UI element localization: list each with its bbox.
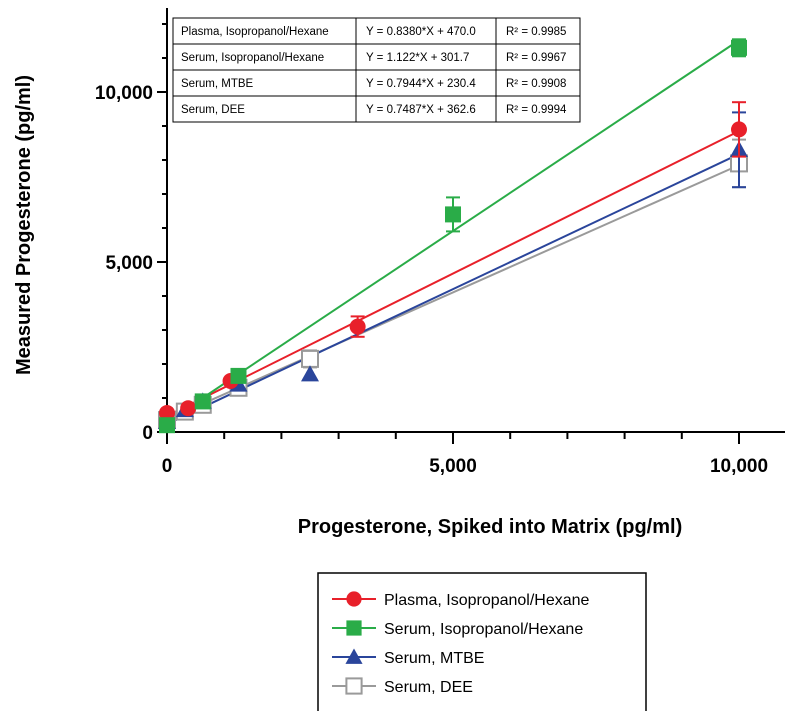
legend-frame bbox=[317, 572, 647, 711]
data-point-0-1 bbox=[180, 400, 197, 417]
equation-table-equation: Y = 1.122*X + 301.7 bbox=[366, 52, 469, 64]
y-tick-label: 10,000 bbox=[95, 83, 153, 104]
legend-marker-1 bbox=[346, 620, 362, 636]
y-tick-label: 0 bbox=[142, 423, 153, 444]
data-point-0-4 bbox=[731, 121, 747, 138]
equation-table-series-name: Plasma, Isopropanol/Hexane bbox=[181, 26, 329, 38]
equation-table-r2: R² = 0.9908 bbox=[506, 78, 566, 90]
y-tick-label: 5,000 bbox=[105, 253, 153, 274]
axes-layer: 0 5,000 10,000 0 5,000 10,000 Progesterone, Sp… bbox=[13, 8, 785, 538]
x-axis-title: Progesterone, Spiked into Matrix (pg/ml) bbox=[298, 516, 683, 538]
markers-layer bbox=[158, 38, 748, 434]
equation-table-r2: R² = 0.9985 bbox=[506, 26, 566, 38]
legend-label-1: Serum, Isopropanol/Hexane bbox=[384, 621, 583, 638]
legend-marker-0 bbox=[346, 591, 362, 607]
equation-table-equation: Y = 0.7487*X + 362.6 bbox=[366, 104, 476, 116]
fit-line-2 bbox=[166, 153, 740, 426]
x-tick-label: 0 bbox=[162, 456, 173, 477]
fit-line-3 bbox=[166, 164, 740, 421]
equation-table: Plasma, Isopropanol/Hexane Y = 0.8380*X +… bbox=[172, 17, 581, 123]
data-point-1-4 bbox=[731, 39, 747, 56]
equation-table-series-name: Serum, DEE bbox=[181, 104, 245, 116]
equation-table-equation: Y = 0.7944*X + 230.4 bbox=[366, 78, 476, 90]
data-point-3-4 bbox=[301, 349, 319, 368]
equation-table-r2: R² = 0.9994 bbox=[506, 104, 567, 116]
data-point-0-0 bbox=[159, 404, 175, 421]
equation-table-series-name: Serum, Isopropanol/Hexane bbox=[181, 52, 324, 64]
data-point-1-1 bbox=[194, 393, 211, 410]
equation-table-r2: R² = 0.9967 bbox=[506, 52, 566, 64]
legend-label-2: Serum, MTBE bbox=[384, 650, 484, 667]
legend-label-0: Plasma, Isopropanol/Hexane bbox=[384, 592, 590, 609]
x-tick-label: 10,000 bbox=[710, 456, 768, 477]
y-axis-title: Measured Progesterone (pg/ml) bbox=[13, 75, 35, 375]
data-point-2-4 bbox=[301, 365, 319, 382]
x-tick-label: 5,000 bbox=[429, 456, 477, 477]
equation-table-series-name: Serum, MTBE bbox=[181, 78, 254, 90]
data-point-0-3 bbox=[349, 318, 366, 335]
legend-label-3: Serum, DEE bbox=[384, 679, 473, 696]
data-point-1-3 bbox=[445, 206, 461, 223]
legend: Plasma, Isopropanol/Hexane Serum, Isoprop… bbox=[317, 572, 647, 711]
data-point-1-2 bbox=[230, 367, 247, 384]
equation-table-equation: Y = 0.8380*X + 470.0 bbox=[366, 26, 476, 38]
legend-marker-2 bbox=[345, 648, 363, 664]
fit-line-0 bbox=[166, 130, 740, 417]
data-point-1-0 bbox=[159, 417, 175, 434]
legend-marker-3 bbox=[345, 677, 363, 695]
